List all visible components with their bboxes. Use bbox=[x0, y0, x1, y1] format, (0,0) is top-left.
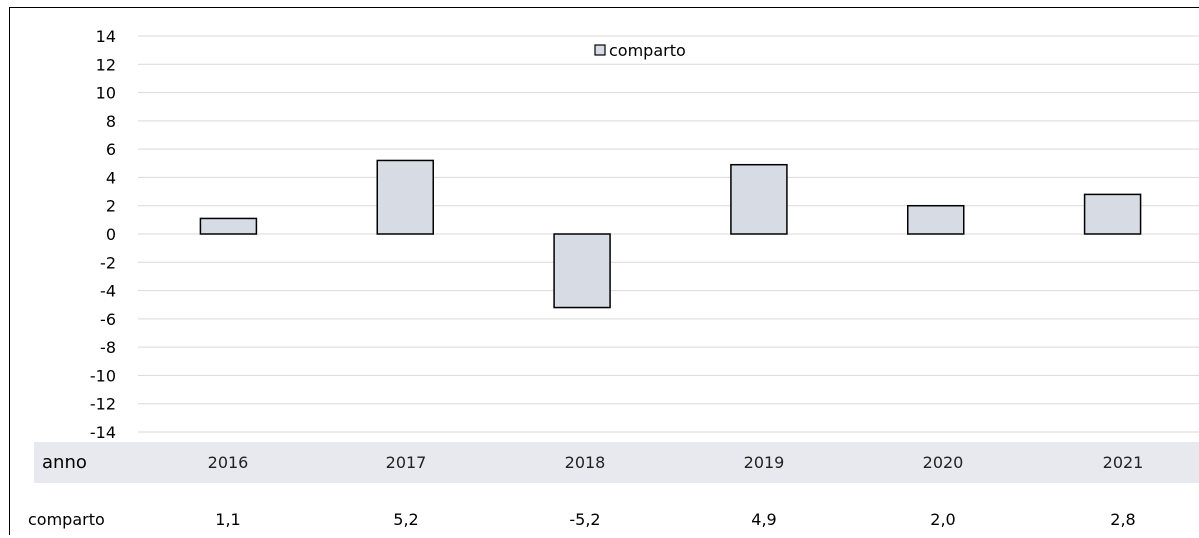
table-value-cell: 1,1 bbox=[215, 510, 241, 529]
table-row-label: comparto bbox=[28, 510, 105, 529]
y-tick-label: -6 bbox=[100, 310, 116, 329]
table-value-cell: 5,2 bbox=[393, 510, 419, 529]
bar-2019 bbox=[730, 163, 788, 235]
bar-2016 bbox=[199, 217, 258, 235]
legend-label: comparto bbox=[609, 41, 686, 60]
y-tick-label: -2 bbox=[100, 253, 116, 272]
gridlines bbox=[138, 35, 1199, 433]
table-year-cell: 2018 bbox=[564, 453, 606, 472]
table-data-row: comparto 1,1 5,2 -5,2 4,9 2,0 2,8 bbox=[28, 502, 1199, 538]
table-year-cell: 2017 bbox=[385, 453, 427, 472]
chart-frame bbox=[9, 7, 1199, 535]
table-value-cell: 2,8 bbox=[1110, 510, 1136, 529]
y-tick-label: 8 bbox=[106, 112, 116, 131]
table-value-cell: -5,2 bbox=[569, 510, 601, 529]
table-value-cell: 4,9 bbox=[751, 510, 777, 529]
bar-2021 bbox=[1083, 193, 1142, 235]
table-header-row: anno 2016 2017 2018 2019 2020 2021 bbox=[34, 442, 1199, 483]
y-tick-label: 14 bbox=[96, 27, 116, 46]
table-year-cell: 2020 bbox=[922, 453, 964, 472]
y-tick-label: 2 bbox=[106, 197, 116, 216]
y-tick-label: -4 bbox=[100, 282, 116, 301]
y-tick-label: 10 bbox=[96, 84, 116, 103]
table-year-cell: 2021 bbox=[1102, 453, 1144, 472]
bar-2018 bbox=[553, 233, 611, 309]
y-axis-ticks: 14 12 10 8 6 4 2 0 -2 -4 -6 -8 -10 -12 -14 bbox=[90, 27, 116, 442]
table-year-cell: 2019 bbox=[743, 453, 785, 472]
y-tick-label: -12 bbox=[90, 395, 116, 414]
bar-2020 bbox=[907, 204, 965, 235]
table-year-cell: 2016 bbox=[207, 453, 249, 472]
table-value-cell: 2,0 bbox=[930, 510, 956, 529]
table-header-label: anno bbox=[42, 452, 87, 473]
legend-swatch bbox=[594, 44, 606, 56]
y-tick-label: 12 bbox=[96, 55, 116, 74]
legend: comparto bbox=[594, 41, 686, 60]
y-tick-label: 6 bbox=[106, 140, 116, 159]
y-tick-label: 0 bbox=[106, 225, 116, 244]
bars bbox=[199, 159, 1142, 309]
bar-2017 bbox=[376, 159, 434, 235]
y-tick-label: 4 bbox=[106, 168, 116, 187]
y-tick-label: -14 bbox=[90, 423, 116, 442]
y-tick-label: -8 bbox=[100, 338, 116, 357]
y-tick-label: -10 bbox=[90, 366, 116, 385]
